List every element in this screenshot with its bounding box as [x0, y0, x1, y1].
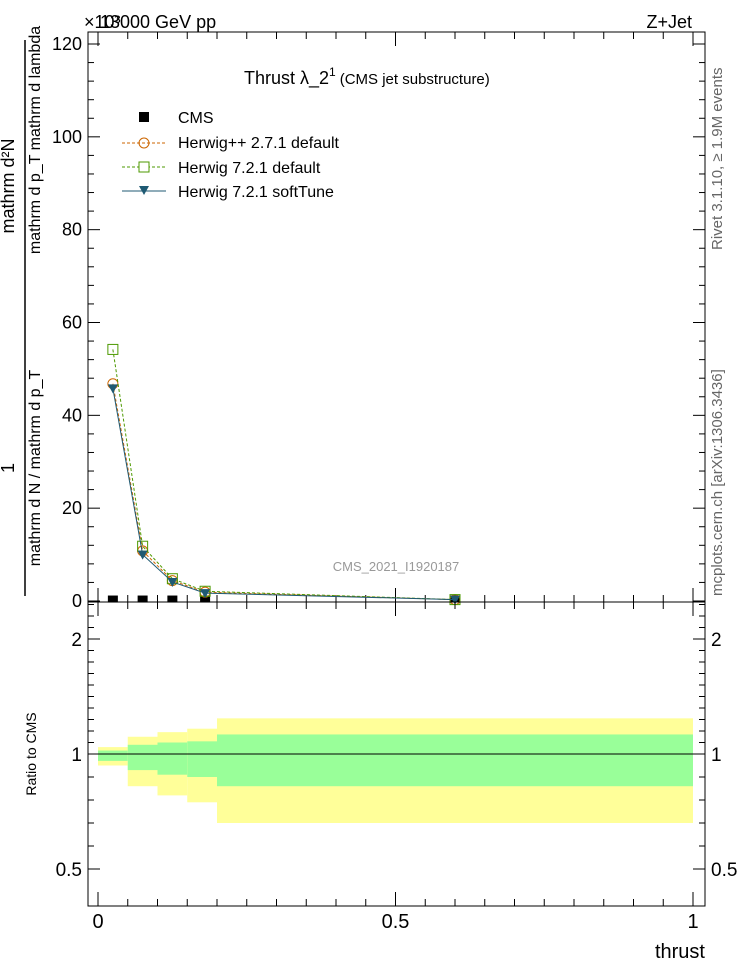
- y-label-dpt-dlambda: mathrm d p_T mathrm d lambda: [27, 26, 44, 254]
- main-y-tick-label: 120: [52, 34, 82, 54]
- main-y-tick-label: 80: [62, 220, 82, 240]
- chart-title-main: Thrust λ_2: [244, 68, 329, 89]
- y-label-dn-dpt: mathrm d N / mathrm d p_T: [27, 370, 44, 567]
- main-series-group: [107, 343, 461, 606]
- ratio-band-inner: [187, 741, 217, 777]
- legend-marker-cms: [139, 112, 149, 122]
- data-point-cms: [137, 595, 148, 603]
- main-y-ticks: 0 20 40 60 80 100 120: [52, 34, 705, 611]
- main-y-tick-label: 0: [72, 591, 82, 611]
- main-y-tick-label: 60: [62, 313, 82, 333]
- y-label-one: 1: [0, 463, 18, 473]
- ratio-panel: 0.5 0.51 12 2 0 0.5 1 Ratio to CMS thrust: [23, 601, 737, 963]
- data-point-herwig721-default: [107, 343, 119, 355]
- ratio-bands: [98, 718, 693, 823]
- main-y-tick-label: 20: [62, 498, 82, 518]
- ratio-y-tick-label-right: 0.5: [711, 860, 737, 881]
- data-point-cms: [107, 595, 118, 603]
- energy-label: 13000 GeV pp: [100, 12, 216, 32]
- legend-marker-herwig721-default: [138, 161, 150, 173]
- x-tick-label: 0: [92, 911, 103, 933]
- rivet-label: Rivet 3.1.10, ≥ 1.9M events: [709, 68, 726, 251]
- ratio-band-inner: [157, 742, 188, 775]
- y-label-d2n: mathrm d²N: [0, 138, 18, 233]
- legend-item-herwig721-default: Herwig 7.2.1 default: [122, 160, 321, 177]
- data-point-herwig721-softtune: [200, 589, 211, 599]
- x-tick-label: 1: [687, 911, 698, 933]
- chart-title-sub: (CMS jet substructure): [340, 71, 490, 88]
- ratio-y-tick-label: 0.5: [56, 860, 82, 881]
- legend-label-herwigpp: Herwig++ 2.7.1 default: [178, 135, 340, 152]
- chart-title-sup: 1: [329, 65, 336, 79]
- series-herwig721-softtune: [107, 384, 460, 605]
- x-axis-label: thrust: [655, 941, 705, 963]
- legend: CMS Herwig++ 2.7.1 default Herwig 7.2.1 …: [122, 110, 340, 201]
- ratio-band-inner: [127, 744, 158, 771]
- main-y-tick-label: 40: [62, 405, 82, 425]
- legend-item-herwig721-softtune: Herwig 7.2.1 softTune: [122, 184, 334, 201]
- ratio-y-tick-label-right: 1: [711, 745, 722, 766]
- series-line-herwig721-default: [112, 349, 456, 601]
- data-point-cms: [200, 595, 211, 603]
- main-y-tick-label: 100: [52, 127, 82, 147]
- data-point-cms: [167, 595, 178, 603]
- x-tick-label: 0.5: [382, 911, 410, 933]
- legend-marker-herwigpp: [138, 137, 150, 149]
- legend-marker-herwig721-softtune: [139, 186, 149, 195]
- ratio-y-label: Ratio to CMS: [23, 712, 39, 795]
- ratio-y-tick-label: 1: [71, 745, 82, 766]
- data-point-herwig721-softtune: [167, 577, 178, 587]
- process-label: Z+Jet: [646, 12, 692, 32]
- series-cms: [107, 595, 460, 603]
- data-point-herwig721-softtune: [450, 595, 460, 605]
- legend-item-herwigpp: Herwig++ 2.7.1 default: [122, 135, 340, 152]
- legend-label-herwig721-softtune: Herwig 7.2.1 softTune: [178, 184, 334, 201]
- ratio-band-inner: [217, 734, 693, 787]
- ratio-band-inner: [98, 750, 128, 761]
- ratio-y-tick-label: 2: [71, 630, 82, 651]
- ratio-y-ticks: 0.5 0.5 1 1 2 2: [56, 604, 737, 881]
- ratio-x-ticks: 0 0.5 1: [92, 602, 699, 933]
- mcplots-label: mcplots.cern.ch [arXiv:1306.3436]: [709, 369, 726, 596]
- chart-title: Thrust λ_21 (CMS jet substructure): [244, 65, 490, 89]
- legend-item-cms: CMS: [139, 110, 214, 127]
- y-exponent-label: ×10³: [84, 12, 121, 32]
- watermark: CMS_2021_I1920187: [333, 559, 460, 574]
- legend-label-herwig721-default: Herwig 7.2.1 default: [178, 160, 321, 177]
- data-point-herwig721-softtune: [137, 550, 148, 560]
- data-point-herwig721-softtune: [107, 384, 118, 394]
- ratio-y-tick-label-right: 2: [711, 630, 722, 651]
- legend-label-cms: CMS: [178, 110, 214, 127]
- main-y-label: 1 mathrm d N / mathrm d p_T mathrm d²N m…: [0, 26, 44, 596]
